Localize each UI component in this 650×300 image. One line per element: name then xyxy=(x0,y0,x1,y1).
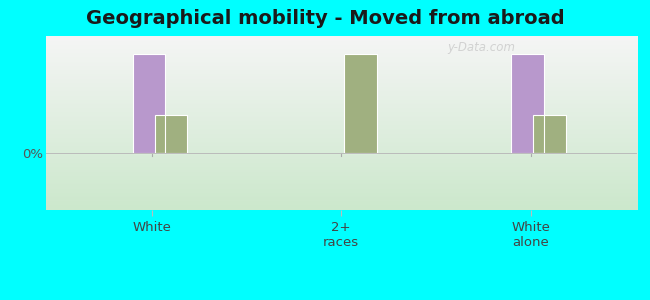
Bar xyxy=(534,115,566,153)
Text: y-Data.com: y-Data.com xyxy=(448,41,515,54)
Bar xyxy=(155,115,187,153)
Bar xyxy=(534,115,566,153)
Bar xyxy=(512,54,544,153)
Bar xyxy=(512,54,544,153)
Bar xyxy=(155,115,187,153)
Text: Geographical mobility - Moved from abroad: Geographical mobility - Moved from abroa… xyxy=(86,9,564,28)
Bar xyxy=(133,54,165,153)
Bar xyxy=(344,54,377,153)
Bar xyxy=(133,54,165,153)
Bar xyxy=(344,54,377,153)
